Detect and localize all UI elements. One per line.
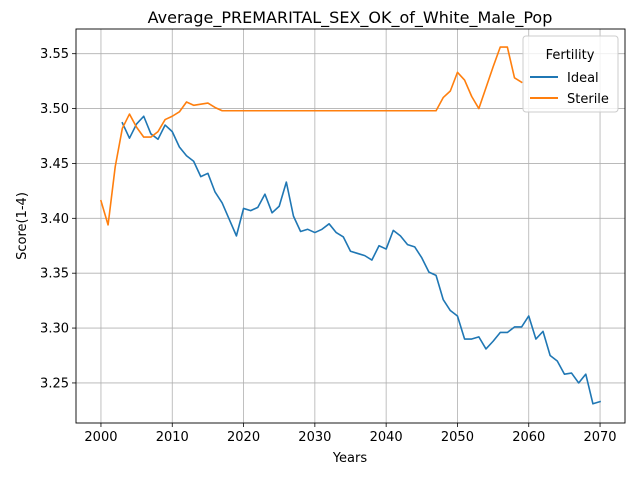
x-tick-label: 2020 [227, 430, 260, 445]
x-tick-label: 2070 [583, 430, 616, 445]
x-tick-label: 2010 [156, 430, 189, 445]
y-tick-label: 3.45 [40, 157, 69, 172]
legend-title: Fertility [546, 48, 595, 63]
y-tick-label: 3.35 [40, 267, 69, 282]
x-tick-label: 2060 [512, 430, 545, 445]
y-tick-label: 3.25 [40, 376, 69, 391]
chart-title: Average_PREMARITAL_SEX_OK_of_White_Male_… [148, 8, 553, 28]
legend-label-ideal: Ideal [567, 71, 599, 86]
x-tick-label: 2040 [370, 430, 403, 445]
x-tick-label: 2000 [84, 430, 117, 445]
x-tick-label: 2050 [441, 430, 474, 445]
legend-label-sterile: Sterile [567, 92, 609, 107]
y-tick-label: 3.30 [40, 322, 69, 337]
y-tick-label: 3.55 [40, 47, 69, 62]
y-axis-title: Score(1-4) [15, 192, 30, 260]
legend: Fertility Ideal Sterile [523, 36, 618, 112]
y-tick-label: 3.40 [40, 212, 69, 227]
x-tick-label: 2030 [298, 430, 331, 445]
y-tick-label: 3.50 [40, 102, 69, 117]
x-axis-title: Years [332, 451, 368, 466]
